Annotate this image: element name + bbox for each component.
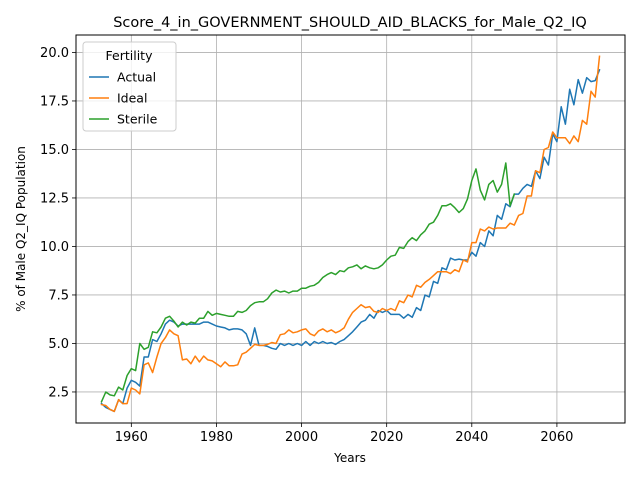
y-tick-label: 15.0 bbox=[40, 143, 69, 158]
y-tick-label: 10.0 bbox=[40, 240, 69, 255]
y-tick-label: 5.0 bbox=[48, 337, 69, 352]
grid-lines bbox=[76, 35, 625, 423]
chart-title: Score_4_in_GOVERNMENT_SHOULD_AID_BLACKS_… bbox=[113, 15, 587, 31]
x-tick-label: 2040 bbox=[455, 430, 488, 445]
legend-label-ideal: Ideal bbox=[117, 91, 147, 106]
y-tick-label: 12.5 bbox=[40, 191, 69, 206]
series-line-ideal bbox=[100, 55, 601, 413]
plot-frame bbox=[75, 34, 626, 424]
legend: Fertility Actual Ideal Sterile bbox=[82, 41, 177, 132]
y-axis-label: % of Male Q2_IQ Population bbox=[14, 146, 28, 312]
axis-ticks: 1960 1980 2000 2020 2040 2060 2.5 5.0 7.5 10.0 12.… bbox=[40, 46, 573, 445]
x-tick-label: 2000 bbox=[285, 430, 318, 445]
series-lines bbox=[100, 55, 601, 413]
x-tick-label: 2060 bbox=[540, 430, 573, 445]
y-tick-label: 7.5 bbox=[48, 288, 69, 303]
series-line-sterile bbox=[100, 162, 516, 403]
legend-label-sterile: Sterile bbox=[117, 112, 158, 127]
y-tick-label: 20.0 bbox=[40, 46, 69, 61]
legend-box bbox=[82, 41, 177, 132]
x-tick-label: 1980 bbox=[200, 430, 233, 445]
x-tick-label: 2020 bbox=[370, 430, 403, 445]
x-axis-label: Years bbox=[333, 451, 366, 465]
legend-title: Fertility bbox=[106, 48, 154, 63]
x-tick-label: 1960 bbox=[115, 430, 148, 445]
legend-label-actual: Actual bbox=[117, 70, 156, 85]
y-tick-label: 2.5 bbox=[48, 385, 69, 400]
y-tick-label: 17.5 bbox=[40, 94, 69, 109]
